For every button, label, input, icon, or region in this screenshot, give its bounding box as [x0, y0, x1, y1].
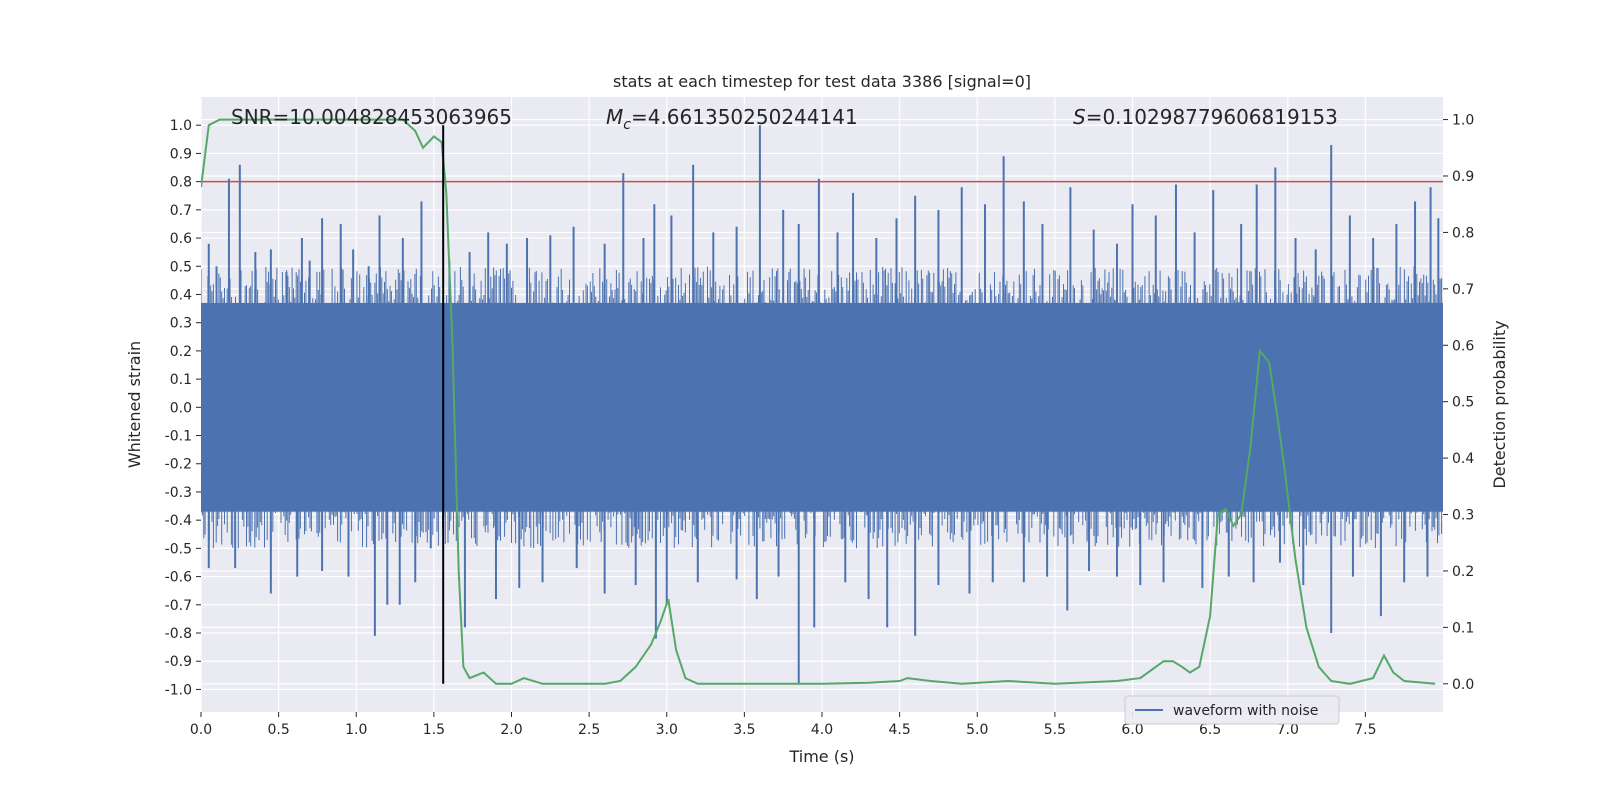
y-left-tick-label: -1.0	[165, 682, 192, 698]
x-tick-label: 6.0	[1121, 722, 1143, 738]
y-left-axis-label: Whitened strain	[125, 341, 144, 468]
x-tick-label: 0.5	[267, 722, 289, 738]
y-left-tick-label: 0.9	[170, 146, 192, 162]
y-left-tick-label: -0.4	[165, 513, 192, 529]
x-tick-label: 6.5	[1199, 722, 1221, 738]
y-left-tick-label: -0.2	[165, 457, 192, 473]
mc-annotation: Mc=4.661350250244141	[606, 105, 858, 133]
chart-title: stats at each timestep for test data 338…	[613, 72, 1031, 91]
y-right-tick-label: 0.1	[1452, 620, 1474, 636]
y-right-tick-label: 0.8	[1452, 225, 1474, 241]
x-tick-label: 7.5	[1354, 722, 1376, 738]
y-left-tick-label: 0.8	[170, 175, 192, 191]
y-left-tick-label: -0.5	[165, 541, 192, 557]
y-left-tick-label: 0.5	[170, 259, 192, 275]
legend-box	[1124, 695, 1340, 725]
x-tick-label: 3.0	[656, 722, 678, 738]
y-right-tick-label: 0.9	[1452, 169, 1474, 185]
y-left-tick-label: -0.3	[165, 485, 192, 501]
legend-label: waveform with noise	[1173, 703, 1318, 719]
y-left-tick-label: 0.3	[170, 316, 192, 332]
y-right-tick-label: 0.5	[1452, 395, 1474, 411]
x-tick-label: 7.0	[1277, 722, 1299, 738]
legend: waveform with noise	[1124, 695, 1340, 725]
y-left-tick-label: 0.4	[170, 287, 192, 303]
detection-probability-line	[201, 118, 1436, 685]
x-tick-label: 4.0	[811, 722, 833, 738]
y-left-tick-label: 1.0	[170, 118, 192, 134]
waveform-spikes	[207, 125, 1440, 684]
y-left-tick-label: 0.0	[170, 400, 192, 416]
s-annotation: S=0.10298779606819153	[1073, 105, 1338, 129]
x-tick-label: 0.0	[190, 722, 212, 738]
y-left-tick-label: -0.6	[165, 570, 192, 586]
x-tick-label: 2.5	[578, 722, 600, 738]
x-tick-label: 5.0	[966, 722, 988, 738]
y-left-tick-label: 0.6	[170, 231, 192, 247]
y-left-tick-label: -0.8	[165, 626, 192, 642]
x-tick-label: 4.5	[888, 722, 910, 738]
y-left-tick-label: -0.1	[165, 429, 192, 445]
y-left-tick-label: -0.9	[165, 654, 192, 670]
waveform-noise	[201, 266, 1443, 549]
y-right-tick-label: 0.7	[1452, 282, 1474, 298]
y-left-tick-label: -0.7	[165, 598, 192, 614]
y-right-tick-label: 0.4	[1452, 451, 1474, 467]
x-tick-label: 1.5	[423, 722, 445, 738]
x-tick-label: 1.0	[345, 722, 367, 738]
y-right-axis-label: Detection probability	[1490, 320, 1509, 488]
y-right-tick-label: 0.2	[1452, 564, 1474, 580]
x-tick-label: 5.5	[1044, 722, 1066, 738]
x-axis-label: Time (s)	[788, 747, 854, 766]
y-left-tick-label: 0.2	[170, 344, 192, 360]
y-left-tick-label: 0.7	[170, 203, 192, 219]
y-right-tick-label: 0.3	[1452, 508, 1474, 524]
y-left-tick-label: 0.1	[170, 372, 192, 388]
y-right-tick-label: 1.0	[1452, 113, 1474, 129]
axis-ticks: 0.0 0.5 1.0 1.5 2.0 2.5 3.0 3.5 4.0 4.5 5.0 5.5 6.0 6…	[165, 113, 1475, 738]
y-right-tick-label: 0.0	[1452, 677, 1474, 693]
x-tick-label: 3.5	[733, 722, 755, 738]
x-tick-label: 2.0	[500, 722, 522, 738]
y-right-tick-label: 0.6	[1452, 338, 1474, 354]
data-layer	[201, 118, 1443, 685]
snr-annotation: SNR=10.004828453063965	[231, 105, 512, 129]
